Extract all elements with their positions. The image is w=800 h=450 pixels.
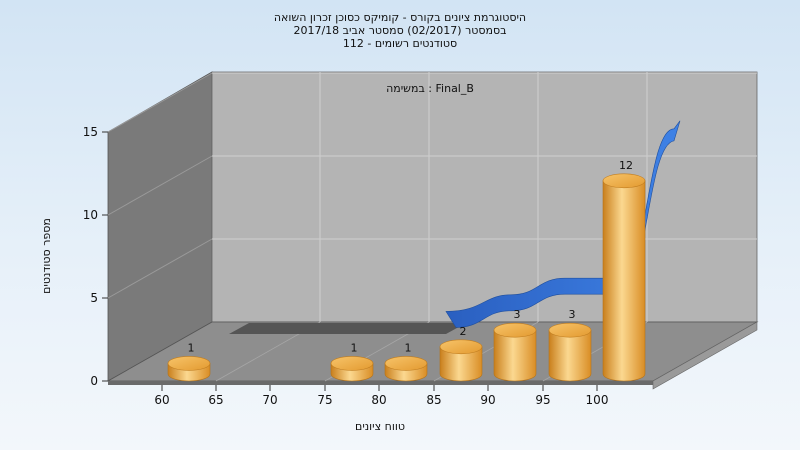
bars-series — [167, 173, 646, 382]
x-tick-label: 85 — [426, 393, 441, 407]
chart-title-line-2: בסמסטר (02/2017) סמסטר אביב 2017/18 — [293, 24, 506, 37]
trend-ribbon — [445, 120, 681, 328]
y-axis-ticks: 0 5 10 15 — [83, 125, 108, 388]
gridline-side — [107, 155, 213, 216]
y-axis-title: מספר סטודנטים — [40, 218, 53, 294]
right-skirt — [652, 321, 758, 390]
bar — [439, 339, 483, 382]
trend-flat-segment — [229, 323, 466, 334]
bar-value-label: 2 — [460, 325, 467, 338]
y-tick-label: 15 — [83, 125, 98, 139]
bar-body — [439, 346, 483, 382]
bar-value-label: 3 — [514, 308, 521, 321]
bar-value-label: 3 — [569, 308, 576, 321]
x-tick-label: 75 — [317, 393, 332, 407]
bar-body — [602, 180, 646, 382]
bar-value-label: 1 — [405, 341, 412, 354]
bar-cap — [167, 356, 211, 371]
bar-cap — [384, 356, 428, 371]
bar-labels: 1 1 123 312 — [188, 159, 634, 355]
y-tick-label: 0 — [90, 374, 98, 388]
x-tick-label: 90 — [480, 393, 495, 407]
x-tick-label: 65 — [208, 393, 223, 407]
bar — [602, 173, 646, 382]
bar — [167, 356, 211, 382]
floor-front-edge — [108, 381, 653, 385]
x-tick-label: 70 — [262, 393, 277, 407]
gridlines — [107, 72, 757, 382]
bar-cap — [493, 322, 537, 338]
bar-cap — [548, 322, 592, 338]
bar — [330, 356, 374, 382]
gridline-side — [107, 238, 213, 299]
bar — [548, 322, 592, 382]
chart-subtitle: במשימה : Final_B — [386, 82, 474, 95]
x-tick-label: 95 — [535, 393, 550, 407]
bar-cap — [330, 356, 374, 371]
bar — [493, 322, 537, 382]
x-tick-label: 80 — [371, 393, 386, 407]
chart-title-line-1: היסטוגרמת ציונים בקורס - קומיקס כסוכן זכ… — [274, 11, 526, 24]
bar-cap — [439, 339, 483, 355]
bar — [384, 356, 428, 382]
x-axis-ticks: 60 65 70 75 80 85 90 95 100 — [154, 385, 608, 407]
gridline-side — [107, 72, 213, 133]
back-wall — [211, 71, 758, 323]
y-tick-label: 10 — [83, 208, 98, 222]
bar-body — [493, 329, 537, 382]
x-axis-title: טווח ציונים — [355, 420, 405, 433]
x-tick-label: 100 — [586, 393, 609, 407]
chart-title-line-3: סטודנטים רשומים - 112 — [343, 37, 457, 50]
x-tick-label: 60 — [154, 393, 169, 407]
bar-value-label: 1 — [188, 341, 195, 354]
trend-series — [229, 120, 681, 334]
bar-value-label: 12 — [619, 159, 633, 172]
bar-value-label: 1 — [351, 341, 358, 354]
bar-cap — [602, 173, 646, 189]
y-tick-label: 5 — [90, 291, 98, 305]
bar-body — [548, 329, 592, 382]
